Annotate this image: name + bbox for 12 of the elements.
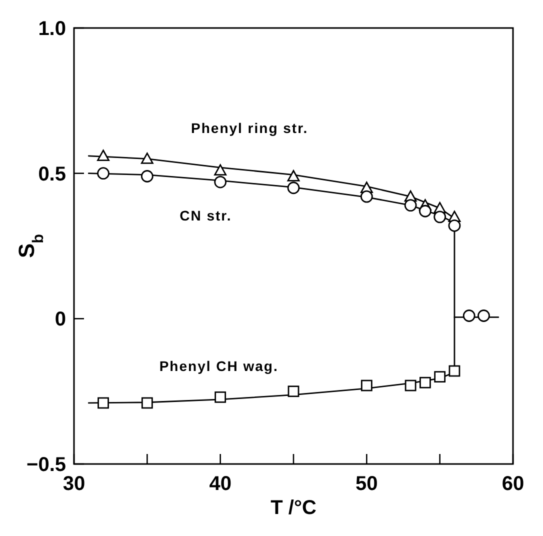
text: Phenyl ring str. (191, 120, 308, 136)
x-tick-label: 50 (356, 473, 378, 495)
series-label: Phenyl CH wag. (159, 358, 278, 374)
x-tick-label: 30 (62, 473, 86, 495)
y-tick-label: −0.5 (26, 454, 66, 476)
y-tick-label: 0.5 (38, 163, 66, 186)
x-tick-label: 60 (502, 473, 524, 495)
x-axis-title: T /°C (270, 497, 316, 519)
series-label: CN str. (180, 207, 232, 224)
y-tick-label: 1.0 (38, 18, 66, 40)
y-tick-label: 0 (54, 308, 66, 331)
x-tick-label: 40 (209, 473, 232, 495)
